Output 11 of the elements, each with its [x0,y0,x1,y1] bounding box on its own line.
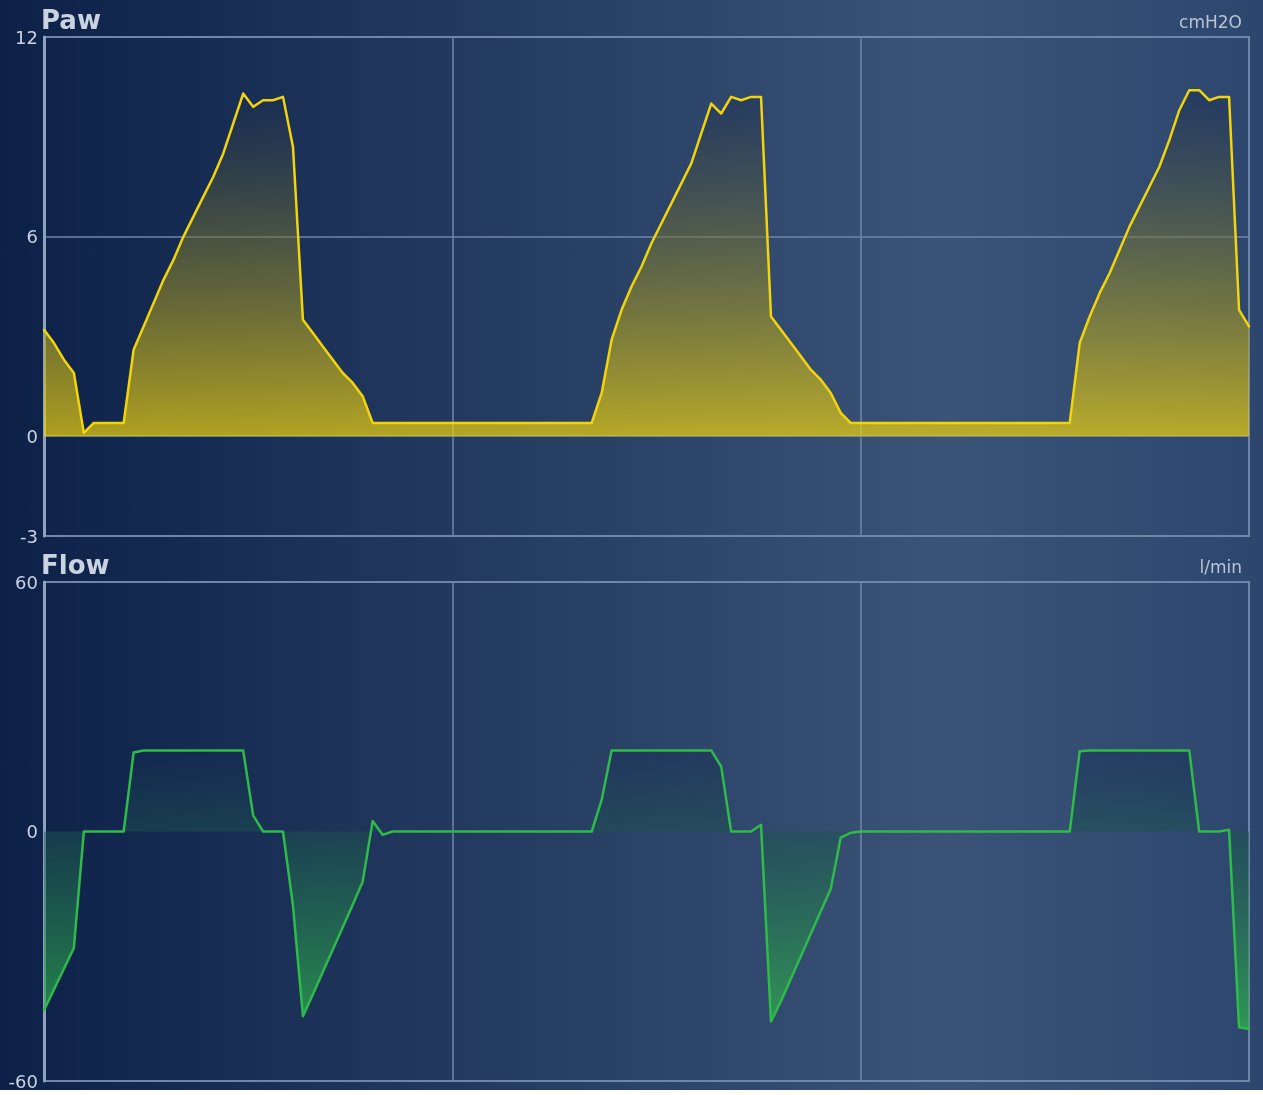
y-tick-label: 0 [26,821,38,842]
y-tick-label: 6 [26,226,38,248]
y-axis-title: cmH2O [1179,11,1242,32]
y-tick-label: -60 [8,1070,38,1092]
chart-title: Flow [41,550,110,580]
y-tick-label: -3 [20,525,38,547]
y-tick-label: 60 [15,571,38,593]
y-tick-label: 12 [15,26,38,48]
y-axis-title: l/min [1199,556,1243,577]
y-tick-label: 0 [26,425,38,447]
chart-title: Paw [41,5,101,35]
